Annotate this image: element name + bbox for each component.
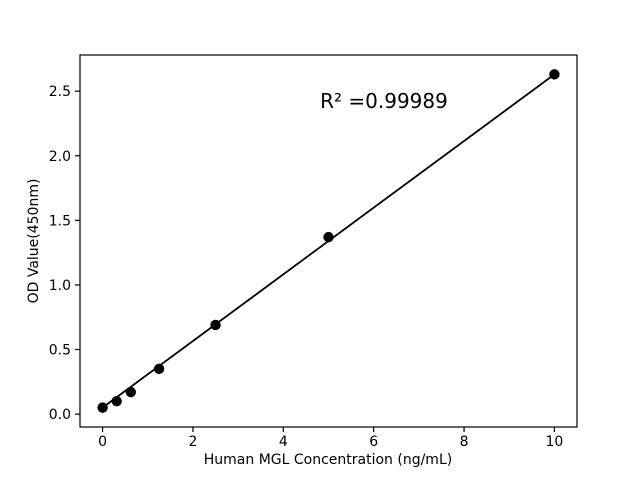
x-tick-label: 0 <box>98 434 107 450</box>
axis-ticks <box>75 90 556 432</box>
x-tick-label: 4 <box>279 434 288 450</box>
data-point <box>549 69 560 80</box>
y-tick-label: 1.5 <box>49 213 71 229</box>
data-points <box>97 69 560 413</box>
y-axis-label: OD Value(450nm) <box>26 179 42 304</box>
data-point <box>323 231 334 243</box>
axes-spines <box>79 54 578 428</box>
y-tick-label: 0.0 <box>49 407 71 423</box>
data-point <box>111 395 122 407</box>
y-tick-label: 1.0 <box>49 278 71 294</box>
data-point <box>210 319 221 331</box>
data-point <box>125 386 137 398</box>
x-tick-label: 10 <box>545 434 563 450</box>
x-tick-label: 6 <box>369 434 378 450</box>
data-point <box>97 402 108 413</box>
x-axis-label: Human MGL Concentration (ng/mL) <box>204 452 452 468</box>
data-point <box>153 363 165 375</box>
y-tick-label: 2.0 <box>49 149 71 165</box>
y-tick-label: 0.5 <box>49 343 71 359</box>
y-tick-label: 2.5 <box>49 84 71 100</box>
axis-tick-labels: 0 2 4 6 8 10 0.0 0.5 1.0 1.5 2.0 2.5 <box>49 84 564 450</box>
r-squared-annotation: R² =0.99989 <box>320 89 448 113</box>
x-tick-label: 8 <box>460 434 469 450</box>
x-tick-label: 2 <box>188 434 197 450</box>
